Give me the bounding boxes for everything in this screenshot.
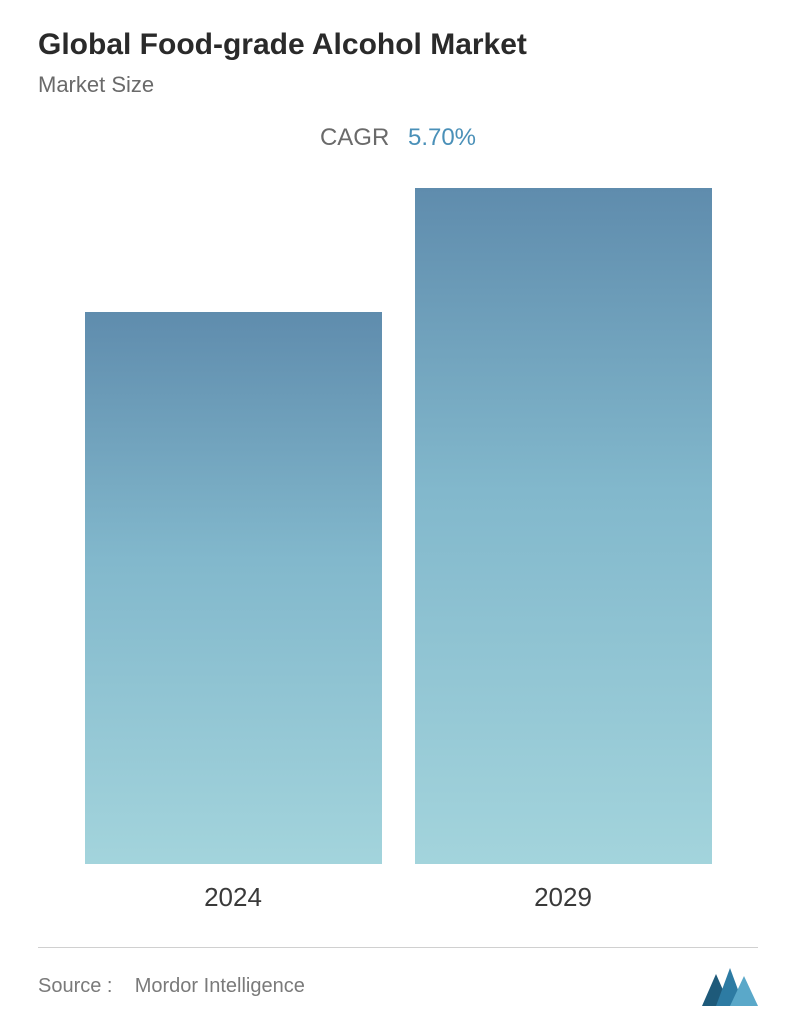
cagr-value: 5.70%: [408, 124, 476, 151]
chart-title: Global Food-grade Alcohol Market: [38, 28, 758, 62]
cagr-label: CAGR: [320, 124, 389, 151]
x-axis-labels: 2024 2029: [38, 864, 758, 913]
x-label-2029: 2029: [415, 882, 712, 913]
bar-wrapper-2024: [85, 312, 382, 864]
chart-container: Global Food-grade Alcohol Market Market …: [0, 0, 796, 1034]
chart-subtitle: Market Size: [38, 72, 758, 98]
source-label: Source :: [38, 975, 112, 997]
bars-group: [38, 192, 758, 864]
bar-2024: [85, 312, 382, 864]
mordor-logo-icon: [702, 966, 758, 1006]
bar-wrapper-2029: [415, 188, 712, 864]
bar-2029: [415, 188, 712, 864]
cagr-row: CAGR 5.70%: [38, 124, 758, 152]
footer: Source : Mordor Intelligence: [38, 948, 758, 1006]
chart-area: [38, 192, 758, 864]
x-label-2024: 2024: [85, 882, 382, 913]
source-name: Mordor Intelligence: [135, 975, 305, 997]
source-attribution: Source : Mordor Intelligence: [38, 975, 305, 998]
